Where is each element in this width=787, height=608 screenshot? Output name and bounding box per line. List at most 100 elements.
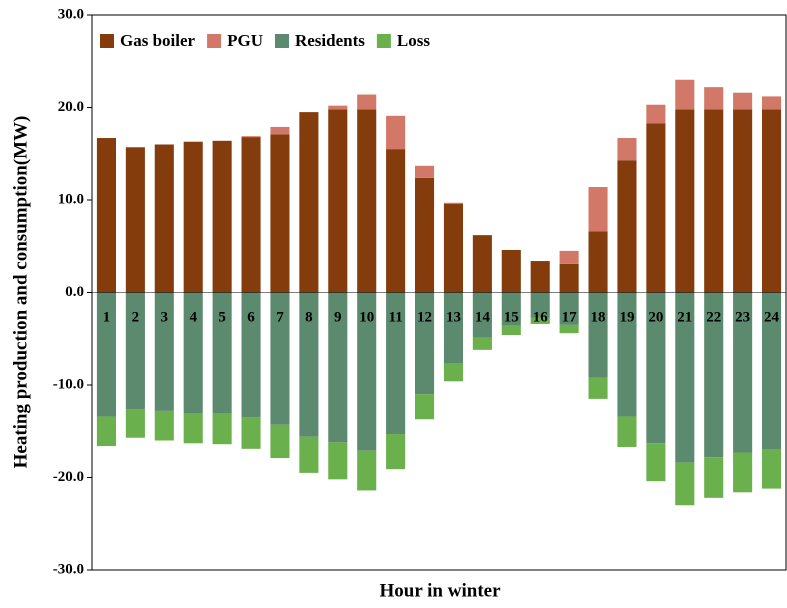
x-axis-label: Hour in winter [379, 580, 501, 601]
bar-segment [241, 137, 261, 293]
bar-segment [357, 450, 377, 491]
bar-segment [559, 292, 579, 325]
bar-segment [704, 457, 724, 498]
bar-segment [472, 337, 492, 350]
bar-segment [530, 317, 550, 324]
bar-segment [241, 417, 261, 449]
bar-segment [125, 147, 145, 293]
bar-segment [154, 410, 174, 441]
x-tick-label: 8 [305, 309, 313, 325]
bar-segment [328, 105, 348, 110]
bar-segment [704, 109, 724, 293]
bar-segment [675, 109, 695, 293]
bar-segment [559, 250, 579, 264]
bar-segment [530, 292, 550, 318]
bar-segment [646, 443, 666, 482]
bar-segment [472, 235, 492, 293]
bar-segment [357, 109, 377, 293]
bar-segment [96, 138, 117, 293]
bar-segment [501, 249, 521, 293]
x-tick-label: 4 [189, 309, 197, 325]
bar-segment [675, 462, 695, 506]
legend-swatch [274, 34, 289, 48]
bar-segment [733, 292, 753, 453]
bar-segment [270, 424, 290, 459]
bar-segment [357, 292, 377, 451]
bar-segment [270, 134, 290, 293]
bar-segment [443, 292, 464, 364]
bar-segment [675, 79, 695, 110]
bar-segment [675, 292, 695, 463]
bar-segment [704, 87, 724, 110]
legend-label: Gas boiler [120, 31, 196, 50]
bar-segment [761, 109, 782, 293]
bar-segment [530, 261, 550, 293]
legend-swatch [207, 34, 222, 48]
x-tick-label: 11 [389, 309, 403, 325]
bar-segment [386, 149, 406, 293]
bar-segment [299, 436, 319, 473]
x-tick-label: 19 [619, 309, 634, 325]
bar-segment [96, 292, 117, 417]
y-tick-label: 0.0 [65, 284, 84, 300]
x-tick-label: 24 [764, 309, 780, 325]
bar-segment [559, 324, 579, 334]
bar-segment [617, 416, 637, 447]
y-tick-label: 10.0 [58, 191, 84, 207]
y-tick-label: 20.0 [58, 99, 84, 115]
bar-segment [154, 144, 174, 293]
bar-segment [501, 325, 521, 336]
bar-segment [241, 292, 261, 418]
y-tick-label: -30.0 [53, 561, 84, 577]
bar-segment [443, 202, 464, 204]
x-tick-label: 7 [276, 309, 284, 325]
bar-segment [125, 409, 145, 438]
bar-segment [761, 449, 782, 489]
legend-label: Residents [295, 31, 365, 50]
legend-swatch [100, 34, 114, 48]
y-tick-label: -10.0 [53, 376, 84, 392]
x-tick-label: 1 [103, 309, 111, 325]
bar-segment [328, 292, 348, 443]
bar-segment [472, 292, 492, 338]
bar-segment [357, 94, 377, 110]
bar-segment [646, 292, 666, 444]
x-tick-label: 3 [161, 309, 169, 325]
bar-segment [617, 138, 637, 161]
bar-segment [328, 109, 348, 293]
bar-segment [154, 292, 174, 411]
y-tick-label: -20.0 [53, 469, 84, 485]
bar-segment [646, 123, 666, 293]
bar-segment [588, 292, 608, 378]
bar-segment [704, 292, 724, 458]
bar-segment [414, 165, 435, 178]
bar-segment [386, 115, 406, 150]
y-tick-label: 30.0 [58, 6, 84, 22]
bar-segment [559, 263, 579, 293]
bar-segment [96, 416, 117, 447]
bar-segment [761, 292, 782, 450]
bar-segment [733, 109, 753, 293]
x-tick-label: 12 [417, 309, 432, 325]
bar-segment [414, 394, 435, 420]
bar-segment [125, 292, 145, 410]
bar-segment [761, 96, 782, 110]
bar-segment [588, 231, 608, 293]
bar-segment [212, 140, 232, 293]
bar-segment [588, 187, 608, 232]
bar-segment [270, 292, 290, 425]
bar-segment [443, 203, 464, 293]
bar-segment [443, 363, 464, 382]
x-tick-label: 20 [648, 309, 663, 325]
bar-segment [299, 292, 319, 437]
bar-segment [328, 442, 348, 480]
x-tick-label: 23 [735, 309, 750, 325]
x-tick-label: 18 [591, 309, 606, 325]
y-axis-label: Heating production and consumption(MW) [10, 116, 31, 469]
legend-label: PGU [227, 31, 263, 50]
bar-segment [270, 126, 290, 135]
bar-segment [183, 292, 203, 414]
bar-segment [386, 292, 406, 435]
